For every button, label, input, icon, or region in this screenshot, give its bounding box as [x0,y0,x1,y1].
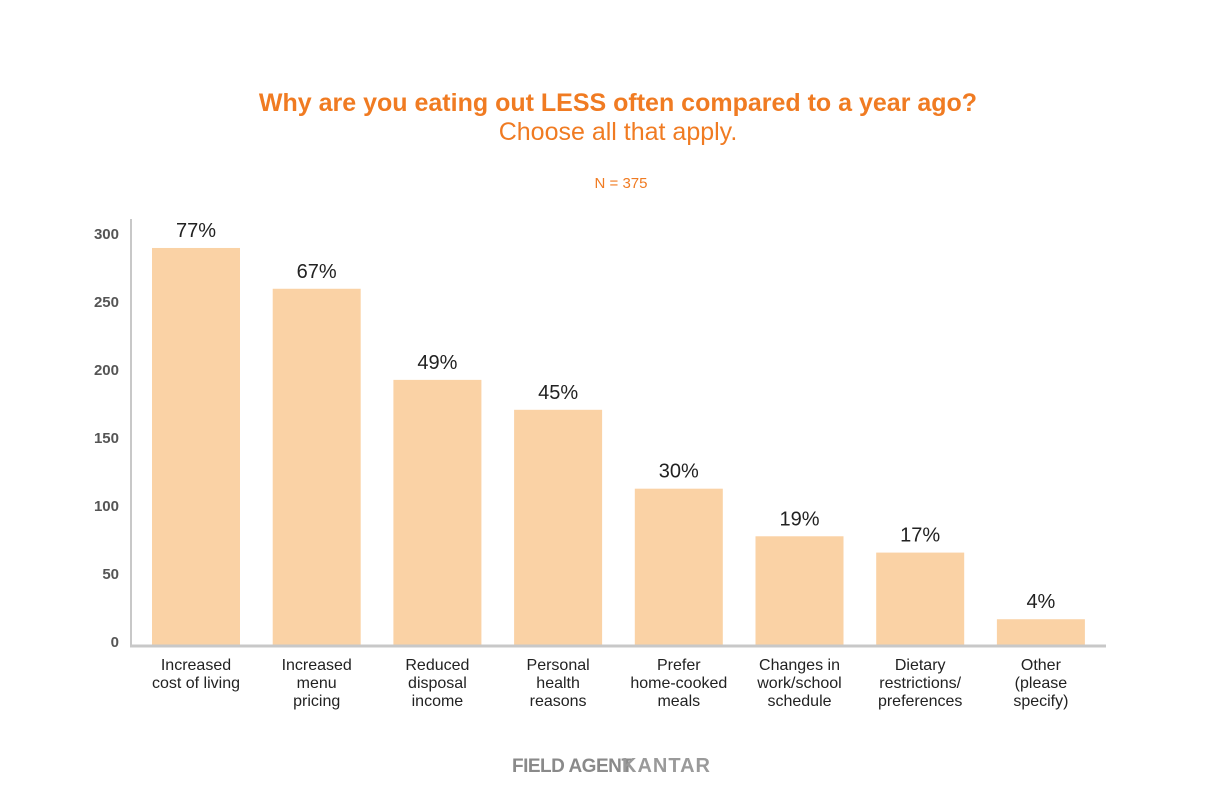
x-tick-label: Prefer home-cooked meals [630,657,727,710]
x-tick-label-line: pricing [293,693,340,710]
x-tick-label-line: Changes in [759,657,840,674]
data-label: 4% [1026,591,1055,613]
x-tick-label: Dietary restrictions/preferences [878,657,963,710]
data-label: 67% [297,261,337,283]
x-tick-label-line: meals [657,693,700,710]
x-tick-label: Increased cost of living [152,657,240,692]
data-label: 77% [176,220,216,242]
y-tick-label: 300 [94,226,119,243]
x-tick-label-line: disposal [408,675,467,692]
x-tick-label-line: (please [1015,675,1068,692]
x-tick-label: Reduced disposal income [405,657,469,710]
y-tick-label: 50 [102,566,119,583]
x-tick-label-line: income [412,693,464,710]
x-tick-label-line: schedule [767,693,831,710]
x-tick-label-line: restrictions/ [879,675,961,692]
bar [876,552,965,646]
bar [272,288,361,646]
x-tick-label: Changes in work/school schedule [756,657,841,710]
x-tick-label: Other (please specify) [1013,657,1068,710]
bar [755,536,844,646]
data-label: 30% [659,461,699,483]
x-tick-label-line: health [536,675,580,692]
x-tick-label-line: Dietary [895,657,946,674]
data-label: 19% [779,508,819,530]
logos: FIELD AGENT KANTAR [512,755,711,777]
x-tick-label-line: Personal [527,657,590,674]
x-tick-label-line: home-cooked [630,675,727,692]
y-tick-label: 100 [94,498,119,515]
x-tick-label-line: Prefer [657,657,701,674]
bar [152,247,240,646]
bar [514,409,603,646]
bar [634,488,723,646]
x-tick-label-line: Increased [282,657,352,674]
bar [393,379,482,646]
field-agent-logo: FIELD AGENT [512,756,633,777]
y-tick-label: 200 [94,362,119,379]
x-tick-label-line: work/school [756,675,841,692]
x-tick-label-line: Increased [161,657,231,674]
sample-size-note: N = 375 [595,175,648,192]
y-tick-label: 150 [94,430,119,447]
x-tick-label: Personal health reasons [527,657,590,710]
kantar-logo: KANTAR [622,755,711,777]
chart-title: Why are you eating out LESS often compar… [259,89,977,117]
x-tick-label: Increased menu pricing [282,657,352,710]
x-tick-label-line: menu [297,675,337,692]
data-label: 45% [538,382,578,404]
x-tick-label-line: Reduced [405,657,469,674]
bar [996,619,1085,646]
x-tick-label-line: specify) [1013,693,1068,710]
data-label: 49% [417,352,457,374]
x-tick-label-line: cost of living [152,675,240,692]
y-tick-label: 0 [111,634,119,651]
y-tick-label: 250 [94,294,119,311]
x-tick-label-line: Other [1021,657,1062,674]
x-tick-label-line: preferences [878,693,963,710]
chart-subtitle: Choose all that apply. [499,118,738,146]
data-label: 17% [900,525,940,547]
x-tick-label-line: reasons [530,693,587,710]
